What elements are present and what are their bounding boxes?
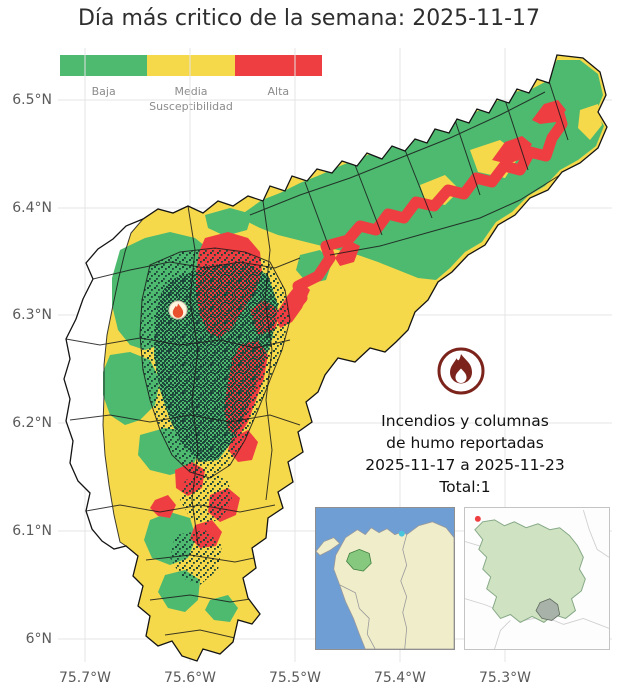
x-tick-label: 75.5°W xyxy=(268,670,321,686)
x-tick-label: 75.3°W xyxy=(478,670,531,686)
legend-title: Susceptibilidad xyxy=(149,100,233,113)
x-tick-label: 75.4°W xyxy=(373,670,426,686)
inset2-antioquia-shape xyxy=(474,519,586,623)
x-tick-label: 75.6°W xyxy=(163,670,216,686)
lake-dot xyxy=(398,530,405,537)
municipal-boundaries xyxy=(65,77,569,639)
y-tick-label: 6.4°N xyxy=(12,200,52,216)
y-tick-label: 6.2°N xyxy=(12,415,52,431)
annotation-line-1: Incendios y columnas xyxy=(381,412,549,430)
legend-colorbar xyxy=(60,55,322,76)
colombia-inset-map xyxy=(315,507,455,650)
legend-label-media: Media xyxy=(174,85,208,98)
y-tick-label: 6.5°N xyxy=(12,92,52,108)
legend-segment-media xyxy=(147,55,235,76)
fire-report-annotation: Incendios y columnas de humo reportadas … xyxy=(337,410,593,498)
annotation-line-2: de humo reportadas xyxy=(386,434,544,452)
page-title: Día más critico de la semana: 2025-11-17 xyxy=(77,6,541,31)
legend-labels: Baja Media Alta xyxy=(60,85,322,98)
y-tick-label: 6°N xyxy=(25,631,52,647)
inset2-fire-dot xyxy=(474,515,481,522)
y-tick-label: 6.1°N xyxy=(12,523,52,539)
inset-antioquia-highlight xyxy=(346,548,372,572)
legend-segment-baja xyxy=(60,55,148,76)
antioquia-inset-map xyxy=(464,507,610,650)
region-outline-stroke xyxy=(63,54,608,662)
legend-label-alta: Alta xyxy=(267,85,290,98)
annotation-line-3: 2025-11-17 a 2025-11-23 xyxy=(365,456,565,474)
inset2-region-highlight xyxy=(535,598,561,621)
x-tick-label: 75.7°W xyxy=(58,670,111,686)
legend-segment-alta xyxy=(234,55,322,76)
inset-country-borders xyxy=(339,534,408,649)
susceptibility-legend: Baja Media Alta Susceptibilidad xyxy=(60,55,322,113)
annotation-total: Total:1 xyxy=(439,478,491,496)
y-tick-label: 6.3°N xyxy=(12,307,52,323)
fire-badge-icon xyxy=(437,347,485,395)
legend-label-baja: Baja xyxy=(91,85,116,98)
fire-marker-icon xyxy=(168,300,188,320)
